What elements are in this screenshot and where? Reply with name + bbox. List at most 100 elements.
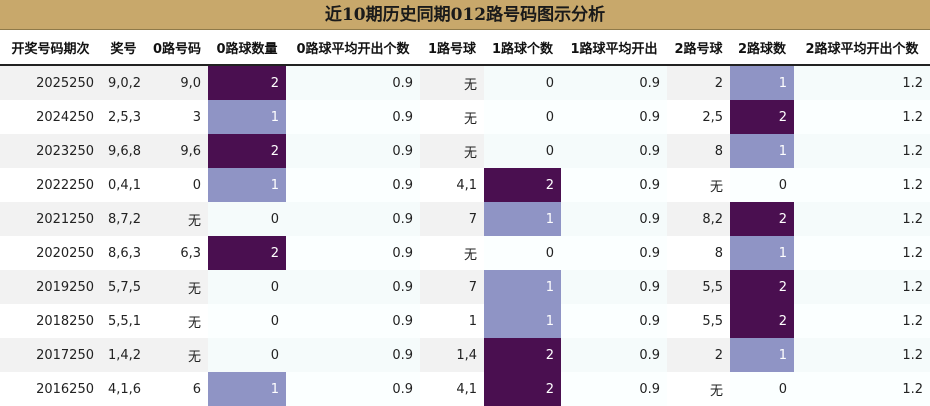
cell-route0-count: 0 <box>208 338 286 372</box>
cell-route1-count: 0 <box>484 134 561 168</box>
cell-route2-numbers: 2 <box>667 338 730 372</box>
cell-route0-numbers: 无 <box>146 270 208 304</box>
header-issue: 开奖号码期次 <box>0 30 101 66</box>
cell-route2-average: 1.2 <box>794 168 930 202</box>
cell-route2-numbers: 8 <box>667 134 730 168</box>
cell-route0-numbers: 9,0 <box>146 65 208 100</box>
cell-issue: 2017250 <box>0 338 101 372</box>
cell-route0-count: 0 <box>208 202 286 236</box>
cell-route1-average: 0.9 <box>561 168 667 202</box>
cell-route2-average: 1.2 <box>794 270 930 304</box>
cell-route2-average: 1.2 <box>794 236 930 270</box>
cell-route1-average: 0.9 <box>561 304 667 338</box>
header-route2-average: 2路球平均开出个数 <box>794 30 930 66</box>
cell-route1-numbers: 无 <box>420 100 484 134</box>
cell-route0-numbers: 0 <box>146 168 208 202</box>
cell-route2-count: 0 <box>730 372 794 406</box>
header-route0-average: 0路球平均开出个数 <box>286 30 420 66</box>
cell-route1-average: 0.9 <box>561 65 667 100</box>
table-row: 2020250 8,6,3 6,3 2 0.9 无 0 0.9 8 1 1.2 <box>0 236 930 270</box>
cell-numbers: 0,4,1 <box>101 168 146 202</box>
cell-numbers: 2,5,3 <box>101 100 146 134</box>
cell-issue: 2024250 <box>0 100 101 134</box>
cell-route0-numbers: 无 <box>146 304 208 338</box>
cell-route0-numbers: 6 <box>146 372 208 406</box>
cell-route0-count: 2 <box>208 134 286 168</box>
cell-issue: 2018250 <box>0 304 101 338</box>
cell-route0-average: 0.9 <box>286 338 420 372</box>
cell-route2-numbers: 2,5 <box>667 100 730 134</box>
cell-route0-average: 0.9 <box>286 236 420 270</box>
cell-route2-average: 1.2 <box>794 100 930 134</box>
cell-route2-count: 1 <box>730 338 794 372</box>
analysis-table: 开奖号码期次 奖号 0路号码 0路球数量 0路球平均开出个数 1路号球 1路球个… <box>0 30 930 406</box>
cell-route0-average: 0.9 <box>286 202 420 236</box>
cell-route2-count: 2 <box>730 202 794 236</box>
header-route0-count: 0路球数量 <box>208 30 286 66</box>
table-row: 2021250 8,7,2 无 0 0.9 7 1 0.9 8,2 2 1.2 <box>0 202 930 236</box>
table-row: 2016250 4,1,6 6 1 0.9 4,1 2 0.9 无 0 1.2 <box>0 372 930 406</box>
cell-route2-average: 1.2 <box>794 65 930 100</box>
cell-route1-count: 1 <box>484 270 561 304</box>
cell-route1-average: 0.9 <box>561 134 667 168</box>
cell-route0-count: 0 <box>208 304 286 338</box>
cell-route1-numbers: 无 <box>420 65 484 100</box>
table-title: 近10期历史同期012路号码图示分析 <box>0 0 930 30</box>
cell-route2-average: 1.2 <box>794 372 930 406</box>
cell-numbers: 4,1,6 <box>101 372 146 406</box>
cell-route0-average: 0.9 <box>286 372 420 406</box>
cell-numbers: 9,6,8 <box>101 134 146 168</box>
table-row: 2017250 1,4,2 无 0 0.9 1,4 2 0.9 2 1 1.2 <box>0 338 930 372</box>
cell-route0-numbers: 9,6 <box>146 134 208 168</box>
cell-route1-numbers: 无 <box>420 134 484 168</box>
cell-route2-average: 1.2 <box>794 134 930 168</box>
cell-route2-numbers: 无 <box>667 372 730 406</box>
header-row: 开奖号码期次 奖号 0路号码 0路球数量 0路球平均开出个数 1路号球 1路球个… <box>0 30 930 66</box>
table-row: 2023250 9,6,8 9,6 2 0.9 无 0 0.9 8 1 1.2 <box>0 134 930 168</box>
cell-route1-count: 1 <box>484 304 561 338</box>
cell-route1-numbers: 4,1 <box>420 168 484 202</box>
cell-route1-numbers: 7 <box>420 202 484 236</box>
cell-route1-average: 0.9 <box>561 372 667 406</box>
cell-issue: 2023250 <box>0 134 101 168</box>
cell-route0-count: 1 <box>208 168 286 202</box>
cell-route2-count: 1 <box>730 65 794 100</box>
cell-issue: 2020250 <box>0 236 101 270</box>
cell-numbers: 8,6,3 <box>101 236 146 270</box>
cell-route2-count: 1 <box>730 236 794 270</box>
cell-route2-count: 2 <box>730 100 794 134</box>
cell-route0-average: 0.9 <box>286 168 420 202</box>
cell-route0-numbers: 3 <box>146 100 208 134</box>
cell-route0-average: 0.9 <box>286 100 420 134</box>
cell-route0-average: 0.9 <box>286 65 420 100</box>
header-route0-numbers: 0路号码 <box>146 30 208 66</box>
cell-route2-count: 0 <box>730 168 794 202</box>
cell-numbers: 5,5,1 <box>101 304 146 338</box>
cell-route2-average: 1.2 <box>794 202 930 236</box>
cell-route1-average: 0.9 <box>561 270 667 304</box>
cell-issue: 2025250 <box>0 65 101 100</box>
table-row: 2025250 9,0,2 9,0 2 0.9 无 0 0.9 2 1 1.2 <box>0 65 930 100</box>
cell-route0-average: 0.9 <box>286 134 420 168</box>
cell-route2-average: 1.2 <box>794 338 930 372</box>
cell-route2-count: 2 <box>730 270 794 304</box>
cell-route0-numbers: 无 <box>146 202 208 236</box>
cell-route2-count: 2 <box>730 304 794 338</box>
cell-route2-count: 1 <box>730 134 794 168</box>
cell-route2-numbers: 5,5 <box>667 270 730 304</box>
cell-route1-numbers: 无 <box>420 236 484 270</box>
table-row: 2024250 2,5,3 3 1 0.9 无 0 0.9 2,5 2 1.2 <box>0 100 930 134</box>
cell-numbers: 1,4,2 <box>101 338 146 372</box>
cell-route1-count: 0 <box>484 236 561 270</box>
cell-route0-count: 1 <box>208 100 286 134</box>
cell-route1-count: 2 <box>484 372 561 406</box>
cell-route2-numbers: 5,5 <box>667 304 730 338</box>
cell-route2-numbers: 8,2 <box>667 202 730 236</box>
cell-route1-count: 0 <box>484 100 561 134</box>
cell-issue: 2019250 <box>0 270 101 304</box>
table-row: 2022250 0,4,1 0 1 0.9 4,1 2 0.9 无 0 1.2 <box>0 168 930 202</box>
cell-route0-count: 0 <box>208 270 286 304</box>
header-route1-numbers: 1路号球 <box>420 30 484 66</box>
cell-route1-numbers: 4,1 <box>420 372 484 406</box>
